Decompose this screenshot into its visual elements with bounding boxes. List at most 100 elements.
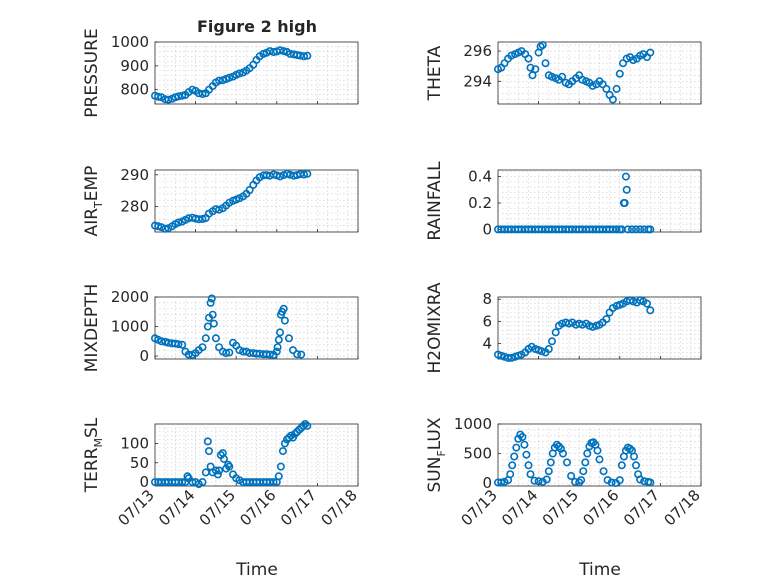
data-point (299, 170, 308, 179)
data-point (295, 425, 304, 434)
data-point (544, 344, 553, 353)
data-point (211, 466, 220, 475)
data-point (620, 199, 629, 208)
data-point (279, 304, 288, 313)
data-point (211, 334, 220, 343)
data-point (215, 76, 224, 85)
data-point (514, 434, 523, 443)
data-point (520, 440, 529, 449)
x-tick-label: 07/15 (539, 486, 582, 529)
y-tick-label: 0.2 (468, 194, 492, 212)
y-axis-label: H2OMIXRA (425, 282, 445, 373)
data-point (608, 95, 617, 104)
panel-mixdepth: 0 1000 2000 MIXDEPTH (82, 284, 359, 372)
x-tick-label: 07/18 (318, 486, 361, 529)
data-point (612, 225, 621, 234)
data-point (629, 452, 638, 461)
y-tick-label: 900 (120, 57, 149, 75)
data-point (621, 172, 630, 181)
data-point (198, 343, 207, 352)
data-point (293, 350, 302, 359)
data-point (225, 73, 234, 82)
data-point (506, 470, 515, 479)
data-point (562, 458, 571, 467)
data-point (299, 421, 308, 430)
data-point (567, 471, 576, 480)
data-point (154, 92, 163, 101)
data-point (275, 46, 284, 55)
data-point (544, 467, 553, 476)
data-point (625, 444, 634, 453)
data-point (646, 48, 655, 57)
data-point (275, 328, 284, 337)
data-point (280, 439, 289, 448)
panel-h2omixra: 4 6 8 H2OMIXRA (425, 282, 702, 374)
data-point (542, 475, 551, 484)
data-point (301, 419, 310, 428)
data-point (526, 470, 535, 479)
data-point (617, 461, 626, 470)
data-point (205, 447, 214, 456)
data-point (530, 476, 539, 485)
data-point (602, 315, 611, 324)
data-point (631, 225, 640, 234)
data-point (297, 350, 306, 359)
x-tick-label: 07/16 (236, 486, 279, 529)
data-point (201, 334, 210, 343)
data-point (552, 440, 561, 449)
data-point (558, 72, 567, 81)
plot-area (497, 169, 702, 233)
panel-air-temp: 280 290 AIRTEMP (82, 166, 359, 236)
y-tick-label: 1000 (111, 318, 149, 336)
data-point (524, 54, 533, 63)
y-tick-label: 500 (463, 445, 492, 463)
y-axis-label: RAINFALL (425, 161, 445, 241)
x-tick-label: 07/18 (661, 486, 704, 529)
data-point (497, 478, 506, 487)
y-tick-label: 6 (482, 312, 492, 330)
data-point (209, 319, 218, 328)
y-tick-label: 290 (120, 166, 149, 184)
data-point (194, 215, 203, 224)
data-point (642, 299, 651, 308)
y-tick-label: 2000 (111, 288, 149, 306)
data-point (235, 69, 244, 78)
data-point (583, 449, 592, 458)
data-point (206, 298, 215, 307)
y-tick-label: 50 (130, 454, 149, 472)
data-point (518, 432, 527, 441)
data-point (203, 322, 212, 331)
data-point (276, 462, 285, 471)
data-point (531, 65, 540, 74)
data-point (558, 449, 567, 458)
data-point (547, 72, 556, 81)
x-tick-label: 07/16 (579, 486, 622, 529)
data-point (299, 52, 308, 61)
data-point (303, 51, 312, 60)
figure-title: Figure 2 high (197, 17, 317, 36)
y-tick-label: 1000 (454, 415, 492, 433)
y-tick-label: 100 (120, 434, 149, 452)
data-point (269, 478, 278, 487)
data-point (284, 334, 293, 343)
data-point (274, 335, 283, 344)
y-tick-label: 296 (463, 42, 492, 60)
x-axis-label-right: Time (578, 560, 621, 580)
y-tick-label: 294 (463, 72, 492, 90)
data-point (174, 340, 183, 349)
data-point (507, 51, 516, 60)
x-axis-label-left: Time (235, 560, 278, 580)
data-point (577, 476, 586, 485)
data-point (154, 222, 163, 231)
data-point (622, 185, 631, 194)
data-point (208, 310, 217, 319)
x-tick-label: 07/13 (115, 486, 158, 529)
data-point (541, 59, 550, 68)
data-point (524, 461, 533, 470)
data-point (636, 475, 645, 484)
data-point (198, 478, 207, 487)
y-tick-label: 0.4 (468, 168, 492, 186)
y-tick-label: 0 (139, 347, 149, 365)
data-point (578, 75, 587, 84)
